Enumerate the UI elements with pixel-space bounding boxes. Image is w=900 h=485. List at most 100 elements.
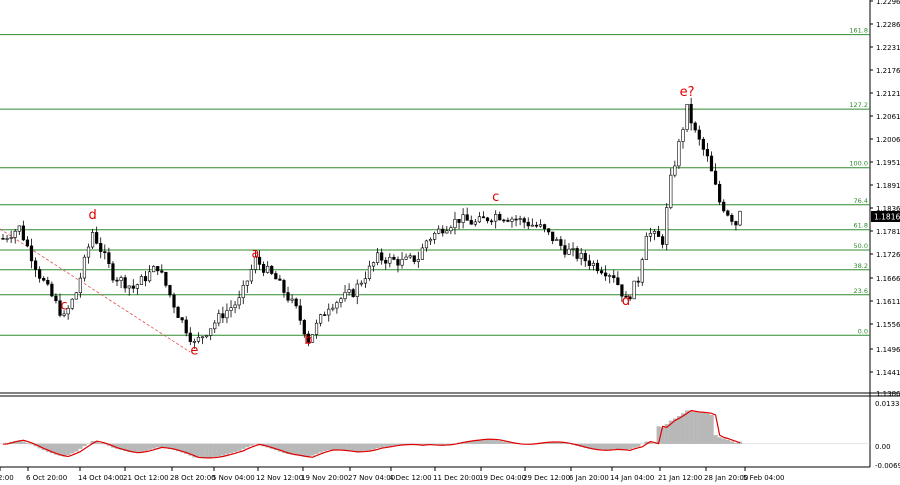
time-tick-label: 19 Nov 20:00: [301, 474, 348, 482]
candle-body: [70, 298, 74, 309]
price-tick-label: 1.2296: [876, 0, 900, 6]
candle-body: [376, 252, 380, 263]
candle-body: [445, 230, 449, 234]
candle-body: [261, 264, 266, 273]
candle-body: [86, 246, 91, 258]
candle-body: [225, 310, 229, 319]
candle-body: [518, 218, 522, 220]
osc-bar: [599, 443, 604, 451]
osc-bar: [607, 443, 612, 450]
candle-body: [693, 122, 697, 131]
fib-level-label: 0.0: [858, 327, 868, 335]
candle-body: [50, 283, 54, 297]
osc-bar: [58, 443, 63, 456]
candle-body: [661, 236, 665, 245]
candle-body: [99, 243, 103, 252]
candle-body: [563, 245, 567, 255]
candle-body: [453, 218, 457, 229]
osc-bar: [404, 443, 409, 445]
osc-bar: [387, 443, 393, 447]
candle-body: [160, 270, 164, 273]
time-tick-label: 6 Jan 20:00: [569, 474, 609, 482]
osc-bar: [717, 437, 722, 444]
time-axis-labels: 2:00 6 Oct 20:00 14 Oct 04:00 21 Oct 12:00 2…: [0, 467, 784, 482]
osc-bar: [689, 411, 694, 444]
osc-bar: [738, 441, 743, 444]
candle-body: [294, 298, 298, 307]
osc-bar: [501, 441, 507, 444]
candle-body: [526, 221, 530, 227]
candle-body: [681, 129, 685, 142]
osc-bar: [167, 443, 173, 450]
osc-bar: [493, 439, 498, 444]
candle-body: [335, 302, 339, 309]
osc-bar: [367, 443, 372, 451]
osc-bar: [78, 443, 83, 449]
candle-body: [555, 239, 559, 241]
price-tick-label: 1.1781: [876, 228, 900, 236]
candle-body: [665, 207, 669, 245]
time-tick-label: 6 Oct 20:00: [26, 474, 67, 482]
price-panel[interactable]: [0, 0, 870, 393]
candle-body: [5, 238, 9, 240]
osc-bar: [224, 443, 230, 455]
osc-bar: [172, 443, 177, 451]
current-price-label: 1.1816: [874, 213, 900, 222]
osc-bar: [668, 420, 673, 444]
price-tick-label: 1.2061: [876, 113, 900, 121]
candle-body: [677, 141, 681, 167]
candle-body: [571, 248, 575, 250]
candle-body: [229, 307, 233, 311]
candle-body: [494, 214, 498, 222]
osc-bar: [237, 443, 242, 451]
candle-body: [38, 269, 42, 279]
osc-bar: [477, 439, 482, 444]
candle-body: [656, 231, 661, 237]
candle-body: [66, 308, 70, 315]
candle-body: [82, 256, 87, 279]
osc-bar: [216, 443, 222, 457]
candle-body: [314, 322, 319, 335]
candle-body: [213, 322, 217, 330]
osc-bar: [286, 443, 291, 454]
candle-body: [420, 247, 424, 260]
candle-body: [428, 239, 433, 242]
candle-body: [152, 266, 156, 273]
osc-bar: [680, 413, 686, 444]
current-price-marker: 1.1816: [871, 211, 900, 222]
osc-bar: [180, 443, 185, 453]
candle-body: [363, 278, 367, 284]
time-tick-label: 12 Nov 12:00: [256, 474, 303, 482]
candle-body: [718, 183, 722, 203]
candle-body: [188, 332, 192, 342]
wave-label: a: [251, 247, 259, 262]
osc-bar: [697, 412, 702, 444]
price-tick-label: 1.2176: [876, 67, 900, 75]
candle-body: [107, 252, 111, 264]
oscillator-panel[interactable]: [0, 409, 870, 459]
candle-body: [302, 320, 306, 335]
osc-bar: [41, 443, 46, 451]
candle-body: [612, 275, 616, 279]
osc-bar: [143, 443, 148, 451]
candle-body: [233, 304, 237, 309]
candle-body: [319, 314, 323, 324]
osc-bar: [298, 443, 303, 457]
candle-body: [640, 259, 644, 283]
osc-bar: [200, 443, 205, 458]
candle-body: [722, 201, 726, 212]
osc-bar: [5, 442, 10, 444]
candle-body: [351, 289, 355, 297]
osc-bar: [135, 443, 140, 453]
osc-bar: [115, 443, 120, 449]
time-tick-label: 21 Jan 12:00: [658, 474, 702, 482]
osc-bar: [98, 442, 103, 444]
candle-body: [730, 214, 734, 222]
candle-body: [697, 129, 701, 140]
osc-bar: [485, 439, 490, 444]
osc-bar: [94, 441, 99, 444]
wave-label: e: [190, 344, 198, 359]
osc-bar: [29, 443, 34, 445]
price-tick-label: 1.1726: [876, 251, 900, 259]
